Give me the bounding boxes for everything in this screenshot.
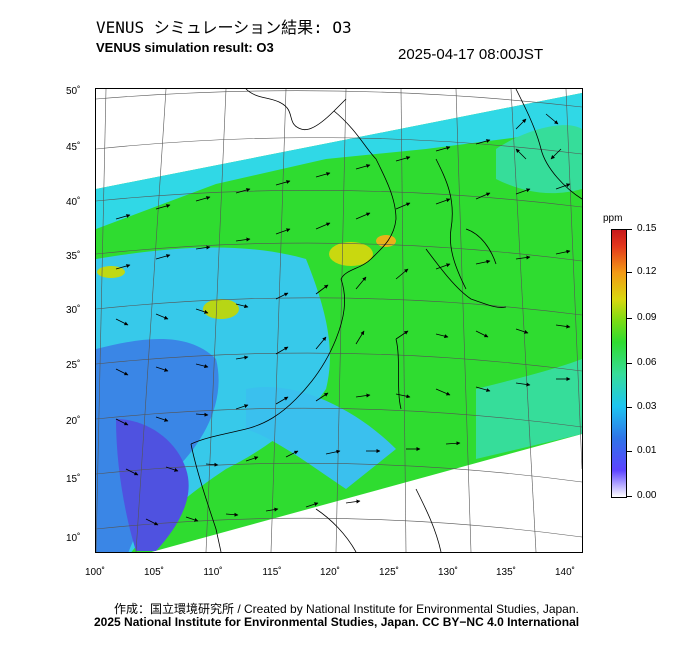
colorbar-tick	[626, 363, 632, 364]
lat-tick-50: 50˚	[66, 86, 81, 97]
lat-tick-45: 45˚	[66, 142, 81, 153]
colorbar-tick	[626, 229, 632, 230]
lon-tick-120: 120˚	[319, 567, 341, 578]
credit-line-2: 2025 National Institute for Environmenta…	[94, 615, 580, 629]
credit-line-1: 作成：国立環境研究所 / Created by National Institu…	[114, 602, 579, 616]
lat-tick-40: 40˚	[66, 197, 81, 208]
lon-tick-125: 125˚	[378, 567, 400, 578]
title-en: VENUS simulation result: O3	[96, 40, 274, 55]
colorbar-tick	[626, 318, 632, 319]
lat-tick-20: 20˚	[66, 416, 81, 427]
colorbar-label-0.09: 0.09	[637, 312, 657, 323]
colorbar	[611, 229, 627, 498]
lon-tick-135: 135˚	[495, 567, 517, 578]
lon-tick-100: 100˚	[84, 567, 106, 578]
lat-tick-10: 10˚	[66, 533, 81, 544]
simulation-field	[96, 93, 582, 552]
colorbar-tick	[626, 407, 632, 408]
lat-tick-30: 30˚	[66, 305, 81, 316]
ozone-map	[96, 89, 582, 552]
coastlines	[190, 89, 582, 552]
wind-vectors	[115, 113, 571, 526]
lat-tick-35: 35˚	[66, 251, 81, 262]
lon-tick-115: 115˚	[262, 567, 282, 578]
colorbar-tick	[626, 272, 632, 273]
colorbar-label-0.12: 0.12	[637, 266, 657, 277]
colorbar-label-0.01: 0.01	[637, 445, 657, 456]
graticule	[96, 89, 582, 552]
title-jp: VENUS シミュレーション結果: O3	[96, 18, 352, 37]
lat-tick-25: 25˚	[66, 360, 81, 371]
lon-tick-140: 140˚	[554, 567, 576, 578]
lon-tick-110: 110˚	[203, 567, 223, 578]
lon-tick-105: 105˚	[143, 567, 165, 578]
lat-tick-15: 15˚	[66, 474, 81, 485]
colorbar-tick	[626, 451, 632, 452]
colorbar-label-0.15: 0.15	[637, 223, 657, 234]
lon-tick-130: 130˚	[437, 567, 459, 578]
colorbar-tick	[626, 496, 632, 497]
colorbar-label-0.00: 0.00	[637, 490, 657, 501]
colorbar-unit: ppm	[603, 213, 623, 224]
colorbar-label-0.03: 0.03	[637, 401, 657, 412]
timestamp: 2025-04-17 08:00JST	[398, 46, 544, 63]
colorbar-label-0.06: 0.06	[637, 357, 657, 368]
map-frame	[95, 88, 583, 553]
